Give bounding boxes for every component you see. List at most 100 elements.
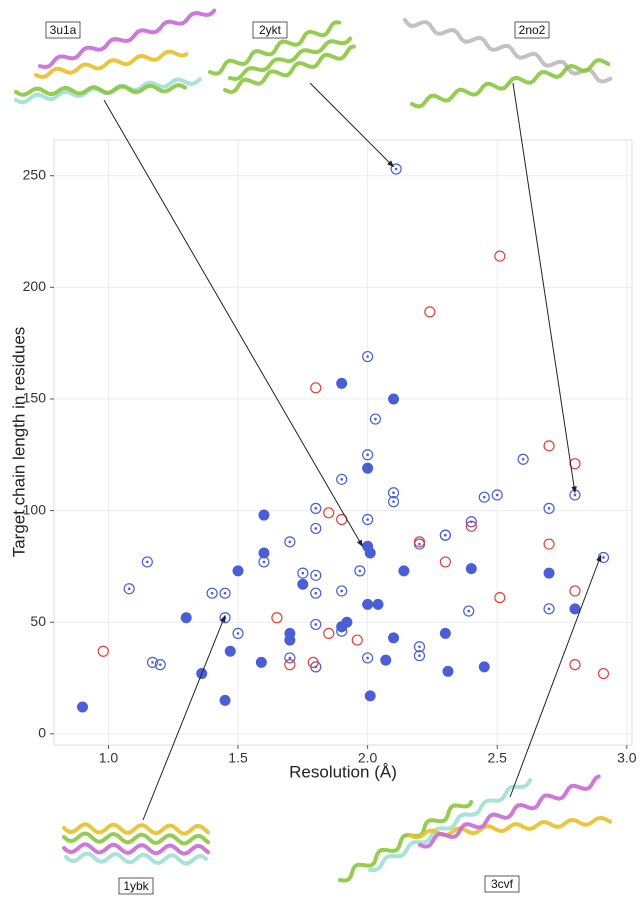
point [465,563,477,575]
x-tick-label: 1.0 [99,750,119,766]
point [336,377,348,389]
annotation-arrow [103,99,363,547]
point [219,587,231,599]
point [364,690,376,702]
helix [418,774,601,849]
point-center [521,457,525,461]
annotation-arrow [509,554,602,798]
point [284,536,296,548]
annotation-label: 3cvf [491,877,514,891]
point-center [210,591,214,595]
point [478,491,490,503]
point-center [547,607,551,611]
point [543,567,555,579]
point [219,612,231,624]
helix [62,842,210,856]
x-tick-label: 2.0 [358,750,378,766]
point [310,522,322,535]
point [297,578,309,590]
point [219,694,231,706]
point [380,654,392,666]
point-center [366,355,369,358]
point-center [301,571,305,575]
point [478,661,490,673]
annotation-label: 3u1a [50,23,77,37]
helix [410,58,611,109]
point [258,547,270,559]
point [543,502,555,514]
point [413,650,426,662]
point-center [236,632,240,635]
point-center [602,556,605,559]
helix [62,831,210,846]
point [310,382,322,394]
y-tick-label: 250 [23,166,47,182]
point [388,632,400,644]
point [97,645,109,657]
y-tick-label: 100 [23,501,47,517]
point [465,520,477,532]
point-center [151,661,154,664]
point [323,507,335,519]
point [336,473,348,485]
point-center [482,495,486,499]
point [141,556,153,568]
point [336,585,348,597]
y-tick-label: 150 [23,390,47,406]
y-axis-label: Target chain length in residues [9,327,28,558]
point [232,627,244,639]
annotation-label: 1ybk [123,879,149,893]
helix [14,83,187,97]
point [424,306,436,318]
point-center [392,500,395,503]
point [439,556,451,568]
point [442,665,454,677]
point [491,489,503,501]
helix [62,822,210,836]
point-center [127,587,131,591]
point [154,659,166,671]
point [569,603,581,615]
point [543,538,555,550]
point [77,701,89,713]
x-tick-label: 1.5 [228,750,248,766]
point [297,567,309,579]
point [494,250,506,262]
annotation-arrow [512,82,577,494]
point-center [418,654,421,658]
point [362,449,374,461]
point [206,587,218,599]
point [354,565,366,577]
point-center [314,527,318,530]
point [569,458,581,470]
point [463,605,475,617]
point [362,598,374,610]
point [310,587,322,599]
point [310,502,322,514]
point-center [547,507,551,510]
point-center [366,518,369,521]
point [413,536,426,548]
point [364,547,376,559]
point [284,652,296,664]
point [271,612,283,624]
point [284,634,296,646]
point [387,487,400,499]
point-center [418,645,421,649]
annotation-box [118,877,154,895]
annotation-box [252,21,288,39]
helix [38,8,217,69]
point [398,565,410,577]
point [341,616,353,628]
point-center [314,623,318,626]
point [284,659,296,671]
point-center [314,574,318,577]
point [369,413,381,425]
point [224,645,236,657]
point [362,513,374,526]
point-center [366,656,369,660]
point [543,603,555,615]
point-center [374,417,377,421]
point [439,627,451,639]
